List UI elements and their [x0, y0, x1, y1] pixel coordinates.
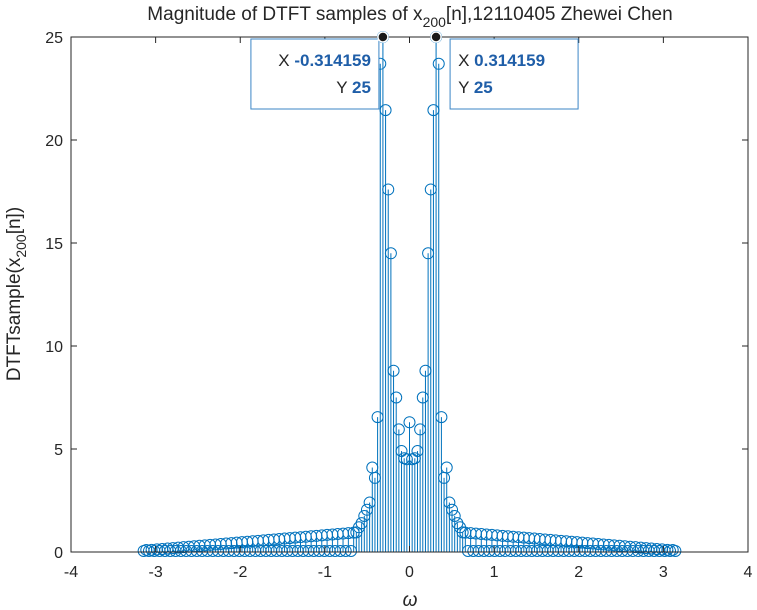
- chart-title-subscript: 200: [423, 14, 447, 30]
- x-tick-label: 3: [659, 564, 668, 581]
- stem-marker[interactable]: [400, 453, 413, 466]
- stem-marker[interactable]: [414, 423, 427, 436]
- stem-marker[interactable]: [427, 104, 440, 117]
- stem-marker[interactable]: [387, 364, 400, 377]
- chart-title: Magnitude of DTFT samples of x200[n],121…: [147, 4, 672, 30]
- x-tick-label: -2: [233, 564, 247, 581]
- stem-marker[interactable]: [358, 509, 371, 522]
- stem-marker[interactable]: [419, 364, 432, 377]
- datatip-x-label: X: [278, 51, 294, 70]
- stem-marker[interactable]: [368, 471, 381, 484]
- chart-title-suffix: [n],12110405 Zhewei Chen: [446, 4, 673, 25]
- stem-marker[interactable]: [363, 496, 376, 509]
- x-axis-label: ω: [403, 590, 418, 610]
- datatip-x-value: -0.314159: [294, 51, 371, 70]
- stem-marker[interactable]: [352, 521, 365, 534]
- datatip-box[interactable]: [449, 38, 579, 110]
- datatip-y-row: Y 25: [458, 78, 493, 97]
- chart-title-prefix: Magnitude of DTFT samples of x: [147, 4, 423, 25]
- stem-marker[interactable]: [355, 517, 368, 530]
- x-tick-label: 1: [490, 564, 499, 581]
- stem-marker[interactable]: [345, 544, 358, 557]
- y-tick-label: 25: [45, 30, 63, 47]
- stem-marker[interactable]: [440, 461, 453, 474]
- datatip-box[interactable]: [250, 38, 380, 110]
- x-tick-label: 0: [405, 564, 414, 581]
- stem-marker[interactable]: [371, 411, 384, 424]
- datatip-y-label: Y: [458, 78, 474, 97]
- stem-marker[interactable]: [379, 104, 392, 117]
- y-tick-label: 5: [54, 442, 63, 459]
- datatip-x-label: X: [458, 51, 474, 70]
- stem-marker[interactable]: [432, 57, 445, 70]
- stem-marker[interactable]: [408, 452, 421, 465]
- stem-marker[interactable]: [382, 183, 395, 196]
- x-tick-label: 4: [744, 564, 753, 581]
- y-axis-label: DTFTsample(x200[n]): [4, 207, 29, 381]
- y-axis-label-prefix: DTFTsample(x: [4, 257, 25, 381]
- datatip-y-value: 25: [474, 78, 493, 97]
- stem-marker[interactable]: [424, 183, 437, 196]
- stem-marker[interactable]: [390, 391, 403, 404]
- stem-marker[interactable]: [446, 503, 459, 516]
- x-tick-label: -1: [318, 564, 332, 581]
- datatip-marker[interactable]: [430, 31, 442, 43]
- x-tick-label: -3: [149, 564, 163, 581]
- stem-marker[interactable]: [451, 517, 464, 530]
- datatip-x-row: X 0.314159: [458, 51, 545, 70]
- stem-marker[interactable]: [422, 247, 435, 260]
- stem-marker[interactable]: [669, 544, 682, 557]
- datatip-y-label: Y: [336, 78, 352, 97]
- y-tick-label: 10: [45, 339, 63, 356]
- stem-marker[interactable]: [411, 445, 424, 458]
- datatip-y-value: 25: [352, 78, 371, 97]
- y-tick-label: 0: [54, 545, 63, 562]
- y-axis-label-suffix: [n]): [4, 207, 25, 234]
- stem-marker[interactable]: [448, 509, 461, 522]
- stem-marker[interactable]: [339, 544, 352, 557]
- stem-marker[interactable]: [384, 247, 397, 260]
- stem-marker[interactable]: [435, 411, 448, 424]
- datatip-x-row: X -0.314159: [278, 51, 371, 70]
- x-tick-label: -4: [64, 564, 78, 581]
- stem-marker[interactable]: [443, 496, 456, 509]
- datatip-y-row: Y 25: [336, 78, 371, 97]
- stem-marker[interactable]: [392, 423, 405, 436]
- datatip-x-value: 0.314159: [474, 51, 545, 70]
- y-tick-label: 20: [45, 133, 63, 150]
- x-tick-label: 2: [574, 564, 583, 581]
- y-axis-label-subscript: 200: [13, 234, 29, 258]
- stem-marker[interactable]: [403, 416, 416, 429]
- datatip-marker[interactable]: [377, 31, 389, 43]
- stem-marker[interactable]: [360, 503, 373, 516]
- stem-marker[interactable]: [342, 527, 355, 540]
- y-tick-label: 15: [45, 236, 63, 253]
- stem-marker[interactable]: [416, 391, 429, 404]
